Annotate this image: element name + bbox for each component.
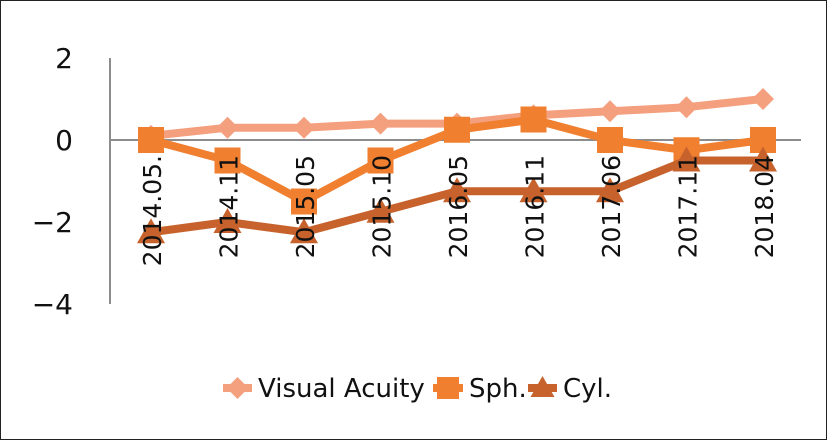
data-point-diamond [293, 116, 315, 139]
data-point-triangle [290, 218, 318, 244]
data-point-triangle [366, 197, 395, 223]
y-tick-label: −2 [32, 206, 73, 239]
x-tick-label: 2015.05 [291, 155, 320, 258]
data-point-square [214, 147, 241, 174]
y-axis: 2 0 −2 −4 [32, 42, 111, 321]
data-point-triangle [443, 177, 471, 203]
x-tick-label: 2017.11 [674, 155, 703, 258]
legend: Visual Acuity Sph. Cyl. [223, 374, 612, 404]
series-layer [137, 88, 777, 244]
legend-label: Sph. [469, 374, 527, 404]
y-tick-label: 2 [55, 42, 73, 75]
data-point-triangle [672, 146, 701, 172]
legend-marker-diamond [226, 377, 249, 399]
series-triangle [137, 146, 777, 244]
data-point-square [138, 127, 164, 153]
data-point-square [291, 188, 317, 215]
x-tick-label: 2016.05 [444, 155, 473, 258]
y-tick-label: −4 [32, 288, 73, 321]
data-point-square [597, 127, 623, 153]
data-point-triangle [519, 177, 548, 203]
x-tick-label: 2014.05. [138, 155, 167, 266]
series-square [138, 106, 776, 215]
legend-marker-square [437, 377, 459, 399]
legend-item: Cyl. [528, 374, 612, 404]
data-point-diamond [599, 100, 621, 123]
y-tick-label: 0 [55, 124, 73, 157]
legend-label: Cyl. [563, 374, 612, 404]
data-point-square [444, 116, 470, 143]
data-point-triangle [137, 218, 165, 244]
x-tick-label: 2014.11 [215, 155, 244, 258]
data-point-square [520, 106, 547, 133]
x-tick-label: 2017.06 [597, 155, 626, 258]
data-point-diamond [216, 116, 239, 139]
x-axis-tick-labels: 2014.05. 2014.11 2015.05 2015.10 2016.05 2016… [138, 155, 779, 266]
x-tick-label: 2015.10 [368, 155, 397, 258]
legend-label: Visual Acuity [258, 374, 425, 404]
data-point-diamond [369, 112, 392, 135]
x-tick-label: 2018.04 [750, 155, 779, 258]
data-point-triangle [749, 146, 777, 172]
data-point-diamond [675, 96, 698, 119]
data-point-triangle [596, 177, 624, 203]
legend-item: Sph. [433, 374, 527, 404]
legend-marker-triangle [530, 376, 555, 397]
data-point-square [367, 147, 394, 174]
legend-item: Visual Acuity [223, 374, 425, 404]
data-point-triangle [213, 208, 242, 233]
x-tick-label: 2016.11 [521, 155, 550, 258]
data-point-diamond [752, 88, 774, 110]
